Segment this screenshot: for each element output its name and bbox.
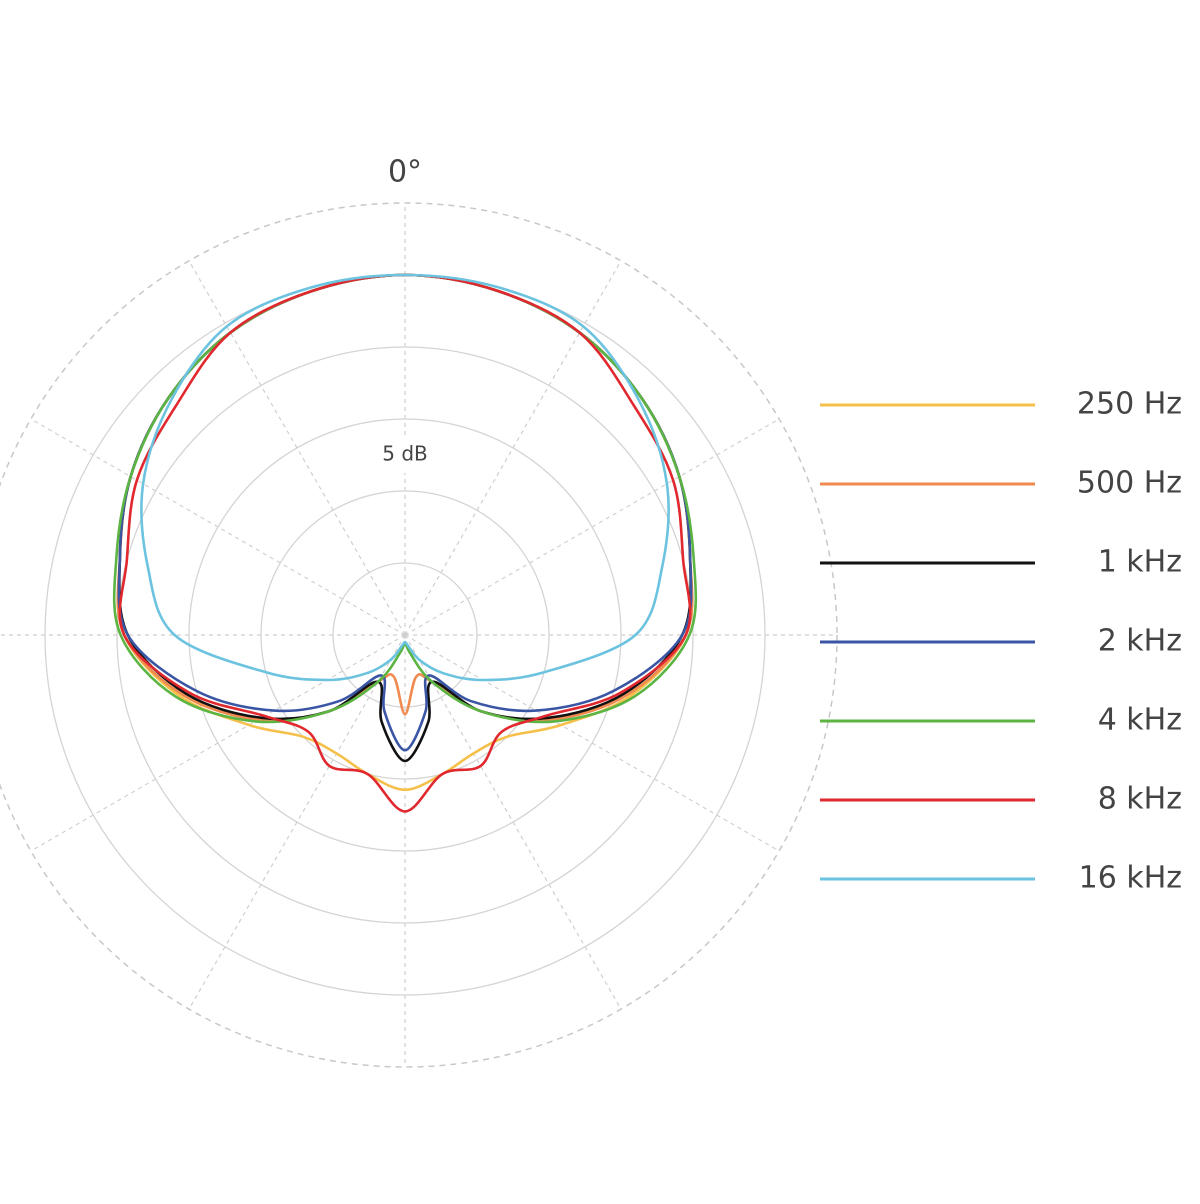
legend-label: 1 kHz	[1098, 545, 1182, 580]
legend-label: 8 kHz	[1098, 782, 1182, 817]
legend-label: 250 Hz	[1077, 387, 1182, 422]
legend-label: 2 kHz	[1098, 624, 1182, 659]
outer-ring	[0, 202, 838, 1068]
annotation-bg	[365, 437, 445, 473]
grid-ring	[332, 562, 478, 708]
series-line	[118, 273, 692, 813]
legend-label: 500 Hz	[1077, 466, 1182, 501]
series-line	[140, 273, 670, 682]
annotation: 5 dB	[382, 442, 428, 466]
angle-label: 0°	[388, 155, 422, 190]
legend-label: 16 kHz	[1079, 861, 1182, 896]
legend-label: 4 kHz	[1098, 703, 1182, 738]
grid-ring	[260, 490, 550, 780]
grid-ring	[116, 346, 694, 924]
grid-ring	[188, 418, 622, 852]
